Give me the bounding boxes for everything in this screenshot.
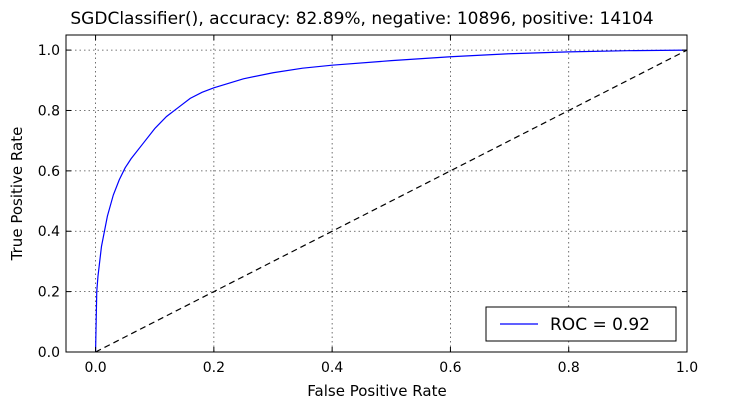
plot-frame — [65, 34, 688, 353]
y-tick-label: 0.2 — [38, 285, 60, 301]
x-tick-label: 0.4 — [321, 360, 343, 376]
x-axis-label: False Positive Rate — [307, 382, 446, 400]
tick-layer: 0.0 0.2 0.4 0.6 0.8 1.0 0.0 0.2 0.4 0.6 0.8 1.0 — [38, 35, 698, 376]
x-tick-label: 0.2 — [203, 360, 225, 376]
chance-diagonal-line — [95, 49, 688, 353]
y-tick-label: 0.6 — [38, 164, 60, 180]
x-tick-label: 0.0 — [84, 360, 106, 376]
chart-title: SGDClassifier(), accuracy: 82.89%, negat… — [70, 9, 653, 29]
series-layer — [94, 49, 688, 353]
legend: ROC = 0.92 — [485, 306, 677, 342]
y-tick-label: 0.4 — [38, 224, 60, 240]
y-axis-label: True Positive Rate — [8, 127, 26, 262]
grid — [66, 35, 687, 352]
x-tick-label: 0.6 — [439, 360, 461, 376]
x-tick-label: 1.0 — [676, 360, 698, 376]
legend-label-roc: ROC = 0.92 — [550, 315, 650, 335]
roc-curve-line — [94, 49, 688, 353]
y-tick-label: 0.8 — [38, 103, 60, 119]
y-tick-label: 1.0 — [38, 43, 60, 59]
y-tick-label: 0.0 — [38, 345, 60, 361]
x-tick-label: 0.8 — [558, 360, 580, 376]
